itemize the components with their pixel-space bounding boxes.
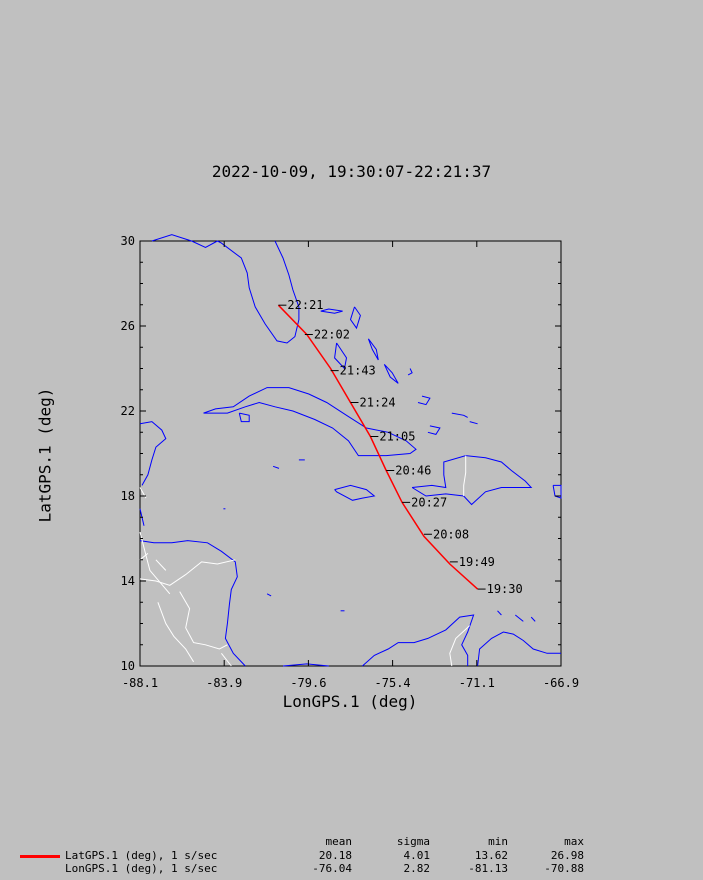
coastline: [139, 540, 246, 667]
stats-lon-max: -70.88: [544, 862, 584, 875]
x-tick-label: -66.9: [543, 676, 579, 690]
time-label: 22:02: [314, 328, 350, 342]
x-axis: -88.1 -83.9 -79.6 -75.4 -71.1 -66.9: [122, 241, 579, 690]
coastline: [203, 387, 417, 457]
coastline: [407, 368, 413, 376]
stats-lon-sigma: 2.82: [403, 862, 431, 875]
coastline: [362, 614, 475, 667]
time-label: 21:43: [340, 364, 376, 378]
x-axis-label: LonGPS.1 (deg): [282, 692, 418, 711]
coastline: [320, 308, 343, 314]
coastline: [514, 614, 524, 622]
border-line: [139, 559, 236, 586]
stats-lon-mean: -76.04: [312, 862, 352, 875]
coastline: [334, 484, 376, 501]
border-line: [155, 559, 167, 571]
y-tick-label: 22: [121, 404, 135, 418]
time-label: 22:21: [287, 298, 323, 312]
coastline: [367, 338, 379, 361]
stats-lon-min: -81.13: [468, 862, 508, 875]
time-label: 19:49: [459, 555, 495, 569]
stats-lat-min: 13.62: [474, 849, 508, 862]
plot-frame: [139, 240, 562, 667]
legend-swatch-lat: [20, 855, 60, 858]
time-label: 20:08: [433, 527, 469, 541]
coastline: [139, 421, 167, 486]
stats-lat-max: 26.98: [550, 849, 584, 862]
stats-header-max: max: [564, 835, 584, 848]
coastline: [552, 484, 562, 499]
coastline: [477, 631, 561, 667]
coastline: [530, 616, 536, 622]
coastline: [417, 395, 431, 406]
coastline: [151, 234, 218, 248]
time-label: 20:46: [395, 464, 431, 478]
border-line: [157, 602, 195, 663]
x-tick-label: -83.9: [206, 676, 242, 690]
y-tick-label: 10: [121, 659, 135, 673]
coastline: [334, 342, 348, 370]
time-label: 19:30: [487, 582, 523, 596]
time-label: 21:05: [379, 430, 415, 444]
stats-header-mean: mean: [325, 835, 353, 848]
stats-lat-sigma: 4.01: [403, 849, 431, 862]
coastline: [266, 593, 272, 597]
track-line: [277, 304, 479, 590]
x-tick-label: -71.1: [459, 676, 495, 690]
coastline: [217, 240, 300, 344]
coastline: [282, 663, 329, 667]
border-line: [463, 455, 467, 496]
x-tick-label: -88.1: [122, 676, 158, 690]
coastline: [238, 412, 250, 423]
coastline: [427, 425, 441, 435]
coastline: [451, 412, 468, 418]
y-tick-label: 26: [121, 319, 135, 333]
stats-row-label: LonGPS.1 (deg), 1 s/sec: [65, 862, 218, 875]
coastline: [272, 465, 280, 469]
y-tick-label: 30: [121, 234, 135, 248]
coastline: [383, 363, 399, 384]
border-line: [221, 652, 232, 667]
time-labels: 19:30 19:49 20:08 20:27 20:46 21:05 21:24 21:43…: [278, 298, 523, 596]
stats-lat-mean: 20.18: [318, 849, 352, 862]
coastline: [497, 610, 502, 616]
x-tick-label: -79.6: [290, 676, 326, 690]
border-line: [179, 591, 228, 650]
stats-header-sigma: sigma: [396, 835, 430, 848]
coastline: [469, 421, 478, 425]
y-tick-label: 18: [121, 489, 135, 503]
stats-header-min: min: [488, 835, 508, 848]
chart-title: 2022-10-09, 19:30:07-22:21:37: [211, 162, 492, 181]
border-line: [139, 553, 149, 561]
time-label: 21:24: [360, 396, 396, 410]
stats-row-label: LatGPS.1 (deg), 1 s/sec: [65, 849, 218, 862]
x-tick-label: -75.4: [375, 676, 411, 690]
flight-track: [277, 304, 479, 590]
coastlines: [139, 234, 562, 667]
coastline: [349, 306, 361, 330]
border-line: [449, 625, 471, 667]
y-axis-label: LatGPS.1 (deg): [35, 387, 55, 523]
y-tick-label: 14: [121, 574, 135, 588]
border-line: [139, 531, 171, 595]
time-label: 20:27: [411, 495, 447, 509]
y-axis: 10 14 18 22 26 30: [121, 234, 561, 673]
